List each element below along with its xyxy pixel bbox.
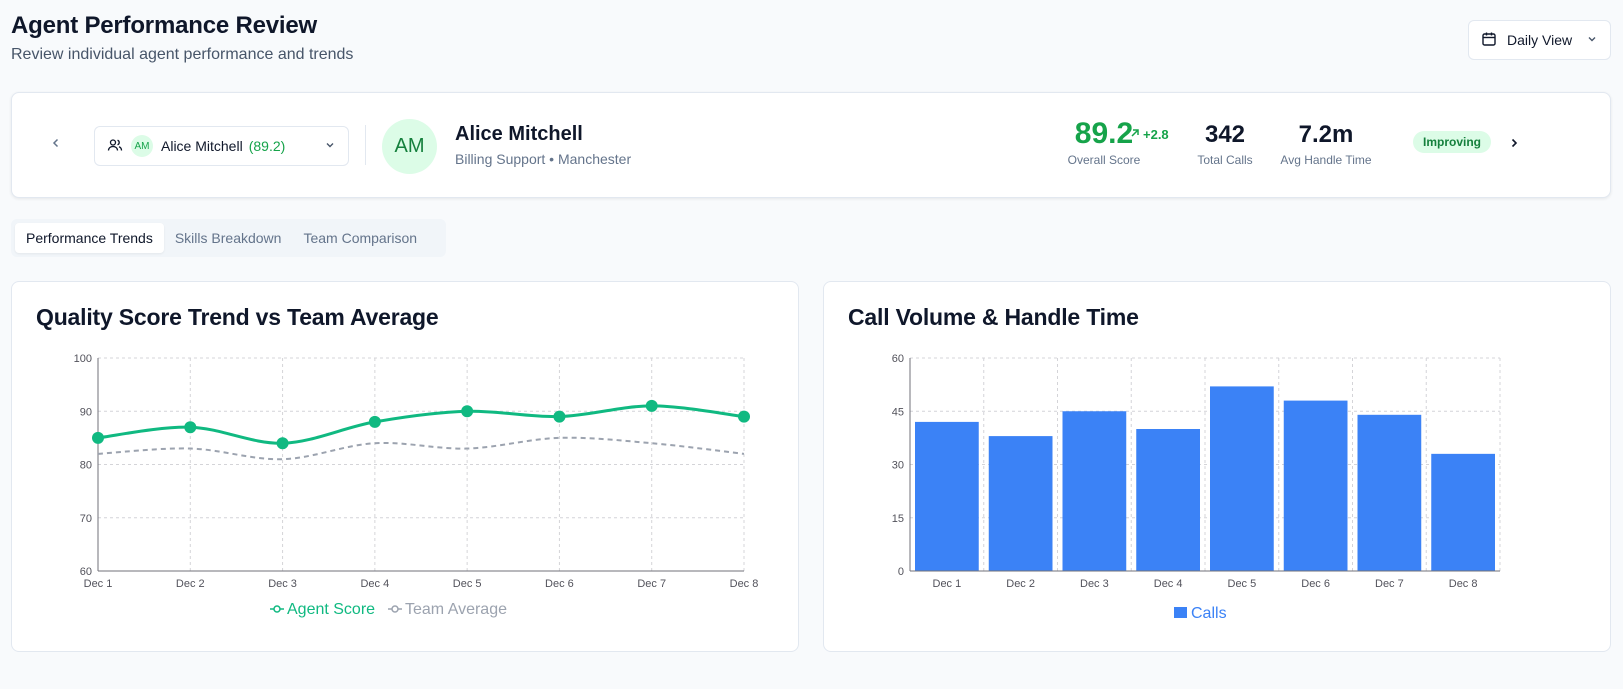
total-calls-stat: 342 Total Calls xyxy=(1190,121,1260,167)
x-tick-label: Dec 7 xyxy=(1375,578,1404,590)
y-tick-label: 60 xyxy=(892,353,904,365)
agent-select-name: Alice Mitchell xyxy=(161,138,243,154)
agent-score-point xyxy=(92,431,104,444)
x-tick-label: Dec 2 xyxy=(176,578,205,590)
status-badge: Improving xyxy=(1413,131,1492,153)
page-title: Agent Performance Review xyxy=(11,12,317,39)
page-header: Agent Performance Review Review individu… xyxy=(11,12,353,64)
tab-bar: Performance Trends Skills Breakdown Team… xyxy=(11,219,446,257)
calls-bar xyxy=(1210,386,1274,571)
legend-team-marker xyxy=(391,605,399,613)
calendar-icon xyxy=(1481,31,1497,50)
team-average-line xyxy=(97,436,745,461)
agent-score-point xyxy=(184,421,197,434)
chevron-down-icon xyxy=(324,138,336,154)
agent-avatar: AM xyxy=(382,119,437,174)
score-change-value: +2.8 xyxy=(1143,127,1169,142)
x-tick-label: Dec 1 xyxy=(84,578,113,590)
x-tick-label: Dec 5 xyxy=(1228,578,1257,590)
x-tick-label: Dec 1 xyxy=(933,578,962,590)
score-change: +2.8 xyxy=(1129,127,1169,142)
x-tick-label: Dec 4 xyxy=(360,578,389,590)
x-tick-label: Dec 3 xyxy=(1080,578,1109,590)
calls-bar xyxy=(915,421,979,571)
y-tick-label: 80 xyxy=(80,460,92,472)
y-tick-label: 60 xyxy=(80,566,92,578)
y-tick-label: 90 xyxy=(80,406,92,418)
overall-score-label: Overall Score xyxy=(1067,153,1141,167)
agent-score-point xyxy=(368,415,381,428)
chart-title: Call Volume & Handle Time xyxy=(848,304,1139,330)
x-tick-label: Dec 7 xyxy=(637,578,666,590)
agent-select-score: (89.2) xyxy=(248,138,286,154)
calls-bar xyxy=(1136,429,1200,571)
y-tick-label: 0 xyxy=(898,566,904,578)
x-tick-label: Dec 4 xyxy=(1154,578,1183,590)
divider xyxy=(365,125,366,165)
call-volume-panel: Call Volume & Handle Time 0 15 30 45 60 Dec 1… xyxy=(823,281,1611,652)
users-icon xyxy=(107,137,123,156)
tab-performance-trends[interactable]: Performance Trends xyxy=(15,223,164,253)
y-tick-label: 45 xyxy=(892,406,904,418)
legend-agent-marker xyxy=(273,605,281,613)
agent-name: Alice Mitchell xyxy=(455,123,583,145)
quality-score-panel: Quality Score Trend vs Team Average 60 70… xyxy=(11,281,799,652)
view-select-button[interactable]: Daily View xyxy=(1468,20,1611,60)
chevron-down-icon xyxy=(1586,32,1598,48)
x-tick-label: Dec 6 xyxy=(545,578,574,590)
y-tick-label: 15 xyxy=(892,513,904,525)
agent-meta: Billing Support • Manchester xyxy=(455,151,632,167)
agent-score-point xyxy=(276,437,289,450)
overall-score-stat: 89.2 Overall Score xyxy=(1054,117,1154,167)
agent-score-point xyxy=(645,399,658,412)
agent-summary-card: AM Alice Mitchell (89.2) AM Alice Mitche… xyxy=(11,92,1611,198)
previous-agent-button[interactable] xyxy=(42,131,70,159)
tab-skills-breakdown[interactable]: Skills Breakdown xyxy=(174,230,282,246)
x-tick-label: Dec 2 xyxy=(1006,578,1035,590)
total-calls-label: Total Calls xyxy=(1197,153,1253,167)
x-tick-label: Dec 8 xyxy=(1449,578,1478,590)
y-tick-label: 70 xyxy=(80,513,92,525)
y-tick-label: 100 xyxy=(74,353,92,365)
legend-agent-label: Agent Score xyxy=(287,601,375,618)
calls-bar xyxy=(1357,414,1422,571)
legend-team-label: Team Average xyxy=(405,601,507,618)
legend-calls-marker xyxy=(1174,607,1187,618)
view-select-label: Daily View xyxy=(1507,32,1573,48)
agent-score-point xyxy=(553,410,566,423)
chevron-left-icon xyxy=(50,136,62,154)
x-tick-label: Dec 3 xyxy=(268,578,297,590)
chart-title: Quality Score Trend vs Team Average xyxy=(36,304,439,330)
call-volume-chart: 0 15 30 45 60 Dec 1 Dec 2 Dec 3 Dec 4 Dec 5 Dec 6 D… xyxy=(892,353,1501,622)
x-tick-label: Dec 6 xyxy=(1301,578,1330,590)
x-tick-label: Dec 8 xyxy=(730,578,759,590)
calls-bar xyxy=(1431,453,1495,571)
agent-select-dropdown[interactable]: AM Alice Mitchell (89.2) xyxy=(94,126,349,166)
quality-score-chart: 60 70 80 90 100 Dec 1 Dec 2 Dec 3 Dec 4 Dec 5 Dec … xyxy=(74,353,759,618)
page-subtitle: Review individual agent performance and … xyxy=(11,46,354,63)
agent-score-point xyxy=(461,405,474,418)
agent-score-point xyxy=(738,410,750,423)
arrow-up-right-icon xyxy=(1129,127,1141,142)
chevron-right-icon xyxy=(1508,136,1520,154)
next-agent-button[interactable] xyxy=(1500,131,1528,159)
overall-score-value: 89.2 xyxy=(1074,117,1134,150)
y-tick-label: 30 xyxy=(892,460,904,472)
calls-bar xyxy=(1062,411,1127,571)
total-calls-value: 342 xyxy=(1204,121,1246,148)
legend-calls-label: Calls xyxy=(1191,605,1227,622)
avg-handle-time-stat: 7.2m Avg Handle Time xyxy=(1276,121,1376,167)
avg-handle-time-value: 7.2m xyxy=(1298,121,1354,148)
agent-select-avatar: AM xyxy=(131,135,153,157)
tab-team-comparison[interactable]: Team Comparison xyxy=(303,230,418,246)
calls-bar xyxy=(988,436,1053,571)
agent-score-line xyxy=(97,404,745,445)
calls-bar xyxy=(1283,400,1348,571)
x-tick-label: Dec 5 xyxy=(453,578,482,590)
avg-handle-time-label: Avg Handle Time xyxy=(1280,153,1372,167)
